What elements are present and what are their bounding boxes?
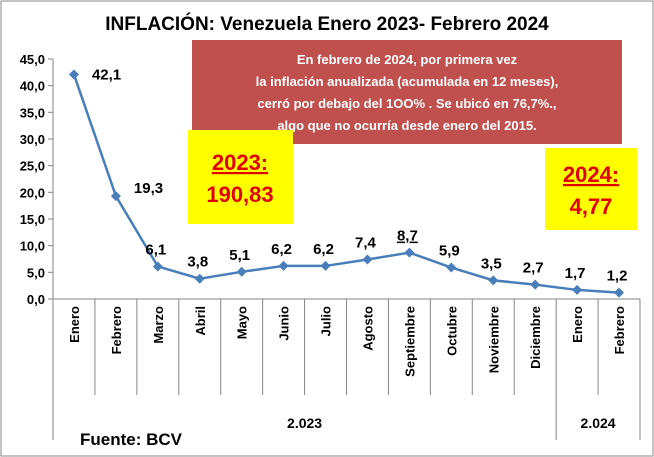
y-tick-label: 10,0: [20, 239, 45, 254]
data-point-marker: [572, 284, 583, 295]
box-2024: 2024: 4,77: [545, 148, 637, 230]
data-point-marker: [320, 260, 331, 271]
data-point-marker: [110, 191, 121, 202]
callout-line-4: algo que no ocurría desde enero del 2015…: [277, 118, 536, 133]
y-tick-label: 45,0: [20, 52, 45, 67]
year-groups: 2.023 2.024: [287, 415, 616, 431]
data-point-marker: [68, 69, 79, 80]
data-point-marker: [194, 273, 205, 284]
y-tick-label: 20,0: [20, 185, 45, 200]
x-tick-label: Febrero: [109, 306, 124, 354]
x-tick-label: Septiembre: [402, 306, 417, 377]
data-point-marker: [236, 266, 247, 277]
year-group-label: 2.024: [581, 415, 616, 431]
y-tick-label: 35,0: [20, 105, 45, 120]
callout-box: En febrero de 2024, por primera vez la i…: [192, 40, 622, 144]
x-tick-label: Junio: [277, 306, 292, 341]
source-label: Fuente: BCV: [80, 430, 183, 449]
series-line: [72, 74, 620, 294]
y-tick-label: 5,0: [27, 265, 45, 280]
callout-line-1: En febrero de 2024, por primera vez: [297, 52, 518, 67]
x-tick-label: Marzo: [151, 306, 166, 344]
data-label: 6,1: [145, 241, 166, 258]
callout-line-2: la inflación anualizada (acumulada en 12…: [256, 74, 559, 89]
x-tick-label: Enero: [67, 306, 82, 343]
inflation-series: 42,1 19,3 6,1 3,8 5,1 6,2 6,2 7,4 8,7 5,9 3,5 2,7 1,…: [68, 66, 628, 298]
x-tick-label: Abril: [193, 306, 208, 336]
data-label: 42,1: [92, 66, 121, 83]
data-point-marker: [446, 262, 457, 273]
y-tick-label: 0,0: [27, 292, 45, 307]
data-point-marker: [278, 260, 289, 271]
x-tick-label: Diciembre: [528, 306, 543, 369]
box-2023-background: [188, 130, 293, 224]
box-2024-value: 4,77: [570, 194, 613, 219]
box-2023-value: 190,83: [206, 182, 273, 207]
data-label: 6,2: [271, 241, 292, 258]
data-label: 6,2: [313, 241, 334, 258]
x-tick-label: Agosto: [360, 306, 375, 351]
data-label: 19,3: [134, 180, 163, 197]
data-label: 1,7: [565, 265, 586, 282]
data-point-marker: [152, 261, 163, 272]
data-label: 8,7: [397, 228, 418, 245]
x-tick-label: Noviembre: [486, 306, 501, 373]
data-point-marker: [488, 275, 499, 286]
data-point-marker: [530, 279, 541, 290]
box-2023-title: 2023:: [212, 150, 268, 175]
year-group-label: 2.023: [287, 415, 322, 431]
x-tick-label: Mayo: [235, 306, 250, 339]
box-2023: 2023: 190,83: [188, 130, 293, 224]
y-tick-label: 15,0: [20, 212, 45, 227]
data-point-marker: [404, 247, 415, 258]
data-point-marker: [614, 287, 625, 298]
x-tick-label: Octubre: [444, 306, 459, 356]
x-tick-label: Febrero: [612, 306, 627, 354]
data-point-marker: [362, 254, 373, 265]
data-label: 5,9: [439, 243, 460, 260]
chart-axes: 0,0 5,0 10,0 15,0 20,0 25,0 30,0 35,0 40,0 45,0: [20, 52, 641, 440]
y-tick-label: 25,0: [20, 159, 45, 174]
data-label: 2,7: [523, 260, 544, 277]
callout-background: [192, 40, 622, 144]
chart-title: INFLACIÓN: Venezuela Enero 2023- Febrero…: [105, 13, 549, 35]
data-label: 3,8: [187, 254, 208, 271]
data-label: 1,2: [607, 268, 628, 285]
box-2024-background: [545, 148, 637, 230]
x-axis-labels: Enero Febrero Marzo Abril Mayo Junio Julio Agos…: [67, 306, 627, 377]
data-label: 3,5: [481, 255, 502, 272]
callout-line-3: cerró por debajo del 1OO% . Se ubicó en …: [257, 96, 556, 111]
x-tick-label: Julio: [319, 306, 334, 336]
y-tick-label: 30,0: [20, 132, 45, 147]
y-tick-label: 40,0: [20, 79, 45, 94]
data-label: 5,1: [229, 247, 250, 264]
box-2024-title: 2024:: [563, 162, 619, 187]
x-tick-label: Enero: [570, 306, 585, 343]
data-label: 7,4: [355, 235, 377, 252]
